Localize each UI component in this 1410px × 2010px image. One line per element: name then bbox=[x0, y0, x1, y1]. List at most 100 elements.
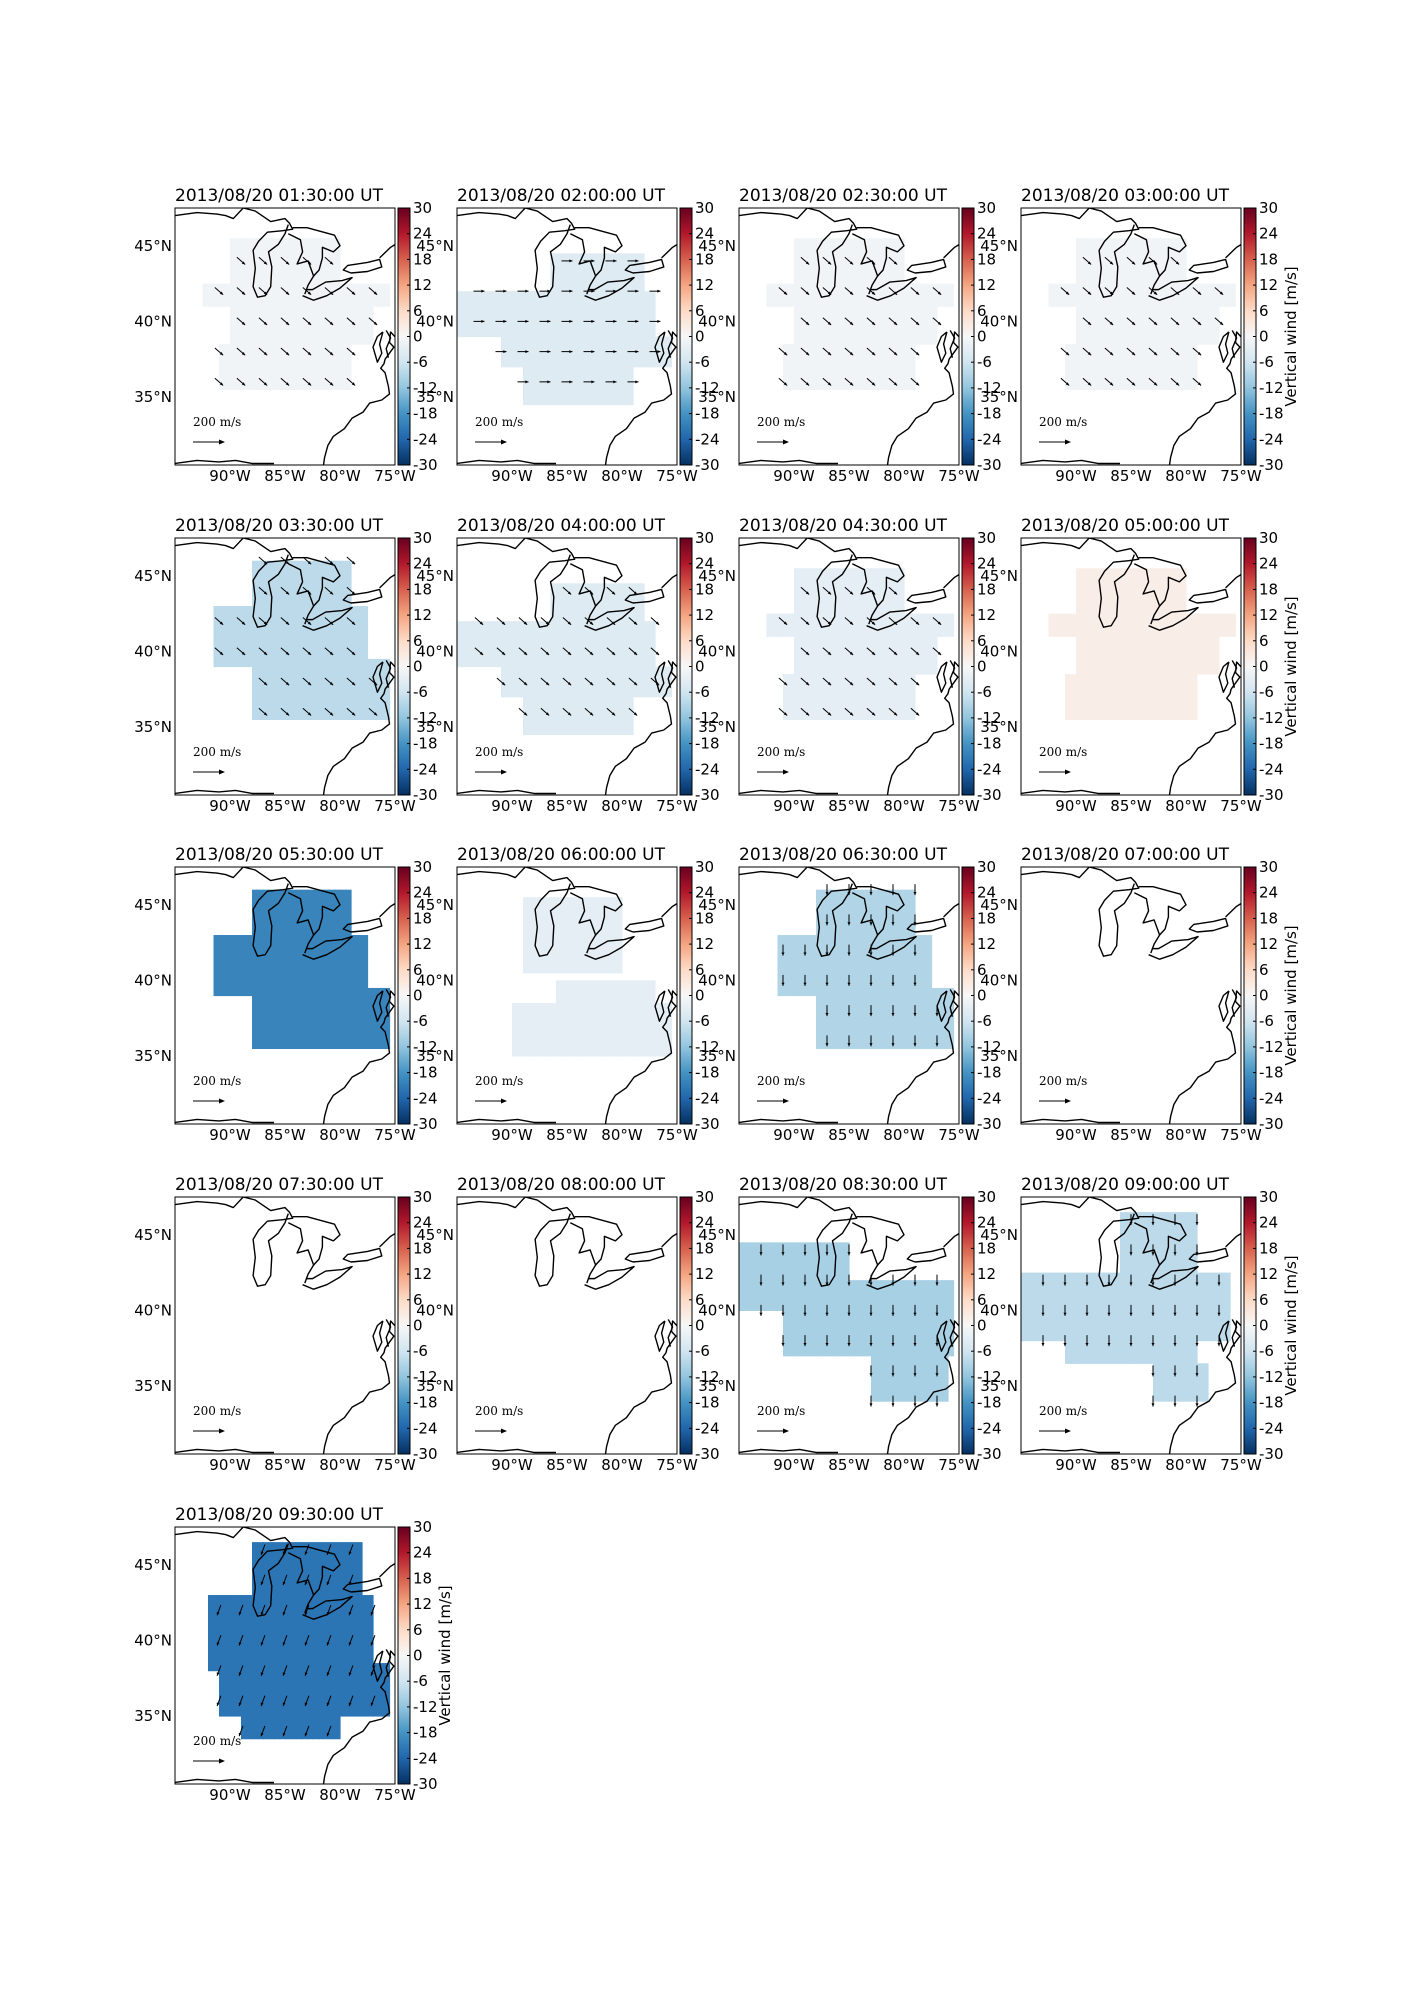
wind-cell bbox=[1158, 366, 1165, 375]
wind-cell bbox=[257, 374, 264, 383]
wind-cell bbox=[893, 613, 900, 622]
wind-cell bbox=[1076, 283, 1083, 292]
wind-cell bbox=[329, 268, 336, 277]
wind-cell bbox=[539, 374, 546, 383]
wind-cell bbox=[627, 681, 634, 690]
wind-cell bbox=[334, 583, 341, 592]
wind-cell bbox=[611, 359, 618, 368]
wind-cell bbox=[1109, 313, 1116, 322]
colorbar-tick-label: 18 bbox=[695, 250, 714, 268]
wind-cell bbox=[876, 374, 883, 383]
wind-cell bbox=[279, 643, 286, 652]
wind-cell bbox=[887, 606, 894, 615]
lon-tick-label: 80°W bbox=[1165, 797, 1207, 815]
wind-cell bbox=[1158, 253, 1165, 262]
wind-cell bbox=[605, 283, 612, 292]
wind-cell bbox=[241, 351, 248, 360]
wind-cell bbox=[1136, 590, 1143, 600]
wind-arrow-head bbox=[351, 382, 356, 386]
wind-cell bbox=[550, 666, 557, 675]
wind-cell bbox=[838, 613, 845, 622]
wind-arrow-head bbox=[241, 651, 246, 656]
wind-cell bbox=[865, 666, 872, 675]
wind-cell bbox=[1120, 575, 1127, 584]
wind-cell bbox=[296, 381, 303, 391]
wind-cell bbox=[854, 613, 861, 622]
wind-cell bbox=[1136, 260, 1143, 270]
wind-cell bbox=[843, 268, 850, 277]
wind-cell bbox=[512, 651, 519, 660]
wind-cell bbox=[1098, 313, 1105, 322]
wind-cell bbox=[893, 298, 900, 307]
wind-cell bbox=[616, 711, 623, 721]
wind-cell bbox=[241, 268, 248, 277]
wind-cell bbox=[633, 643, 640, 652]
wind-cell bbox=[827, 651, 834, 660]
wind-cell bbox=[235, 935, 242, 944]
wind-cell bbox=[1092, 651, 1099, 660]
wind-cell bbox=[329, 238, 336, 247]
wind-cell bbox=[1065, 291, 1072, 300]
wind-cell bbox=[1120, 276, 1127, 285]
wind-cell bbox=[854, 344, 861, 353]
wind-cell bbox=[490, 636, 497, 645]
wind-cell bbox=[926, 298, 933, 307]
wind-cell bbox=[307, 245, 314, 254]
wind-cell bbox=[805, 590, 812, 600]
wind-cell bbox=[235, 276, 242, 285]
wind-cell bbox=[578, 674, 585, 683]
wind-cell bbox=[1169, 575, 1176, 584]
wind-cell bbox=[1081, 276, 1088, 285]
wind-cell bbox=[1197, 306, 1204, 315]
wind-cell bbox=[340, 643, 347, 652]
wind-cell bbox=[1125, 328, 1132, 338]
wind-cell bbox=[479, 321, 486, 330]
coastline bbox=[1148, 276, 1199, 301]
wind-cell bbox=[821, 689, 828, 698]
wind-cell bbox=[345, 351, 352, 360]
wind-cell bbox=[230, 965, 237, 974]
wind-cell bbox=[876, 689, 883, 698]
wind-cell bbox=[257, 328, 264, 338]
wind-cell bbox=[1087, 711, 1094, 721]
wind-cell bbox=[843, 568, 850, 577]
wind-cell bbox=[539, 651, 546, 660]
wind-cell bbox=[627, 613, 634, 622]
wind-cell bbox=[832, 321, 839, 330]
wind-cell bbox=[252, 306, 259, 315]
wind-cell bbox=[633, 359, 640, 368]
wind-cell bbox=[849, 276, 856, 285]
wind-cell bbox=[1098, 658, 1105, 668]
wind-cell bbox=[909, 621, 916, 630]
wind-cell bbox=[887, 643, 894, 652]
wind-cell bbox=[219, 359, 226, 368]
wind-cell bbox=[572, 613, 579, 622]
wind-arrow-head bbox=[893, 382, 898, 386]
wind-cell bbox=[805, 328, 812, 338]
wind-cell bbox=[860, 696, 867, 705]
wind-cell bbox=[805, 598, 812, 607]
wind-cell bbox=[594, 298, 601, 307]
wind-cell bbox=[794, 381, 801, 391]
wind-cell bbox=[893, 336, 900, 345]
wind-cell bbox=[340, 381, 347, 391]
wind-cell bbox=[1092, 336, 1099, 345]
wind-cell bbox=[616, 606, 623, 615]
wind-cell bbox=[263, 321, 270, 330]
wind-cell bbox=[583, 658, 590, 668]
wind-cell bbox=[1076, 245, 1083, 254]
wind-cell bbox=[1153, 658, 1160, 668]
wind-cell bbox=[898, 245, 905, 254]
wind-cell bbox=[312, 606, 319, 615]
wind-arrow-head bbox=[351, 561, 356, 565]
wind-cell bbox=[356, 606, 363, 615]
wind-cell bbox=[887, 636, 894, 645]
wind-cell bbox=[600, 621, 607, 630]
wind-cell bbox=[893, 666, 900, 675]
wind-cell bbox=[854, 689, 861, 698]
coastline bbox=[1133, 563, 1161, 625]
wind-cell bbox=[556, 598, 563, 607]
wind-cell bbox=[876, 590, 883, 600]
wind-arrow-head bbox=[871, 321, 876, 326]
wind-cell bbox=[821, 651, 828, 660]
